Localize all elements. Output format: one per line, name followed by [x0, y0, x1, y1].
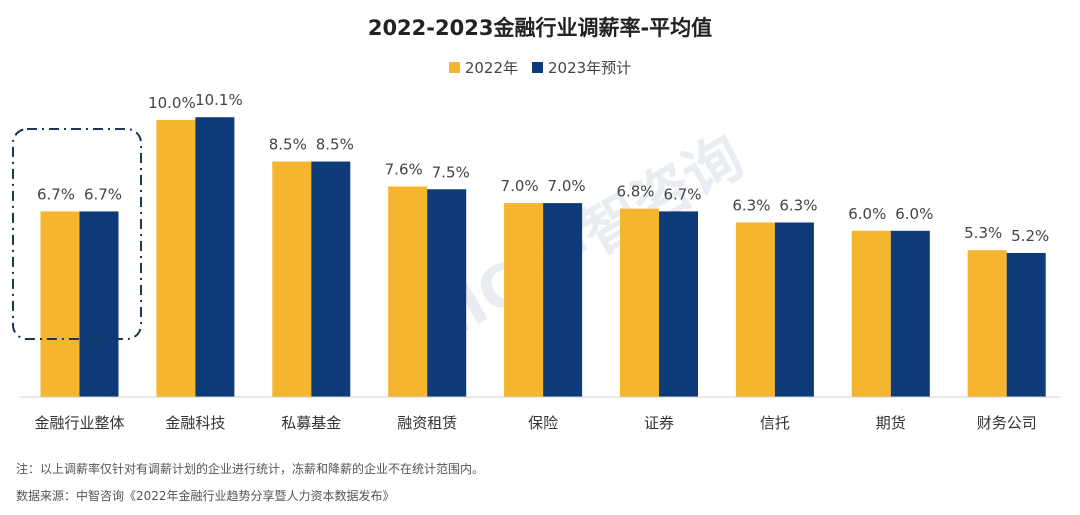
bar-2022 — [967, 250, 1007, 397]
footnote: 注：以上调薪率仅针对有调薪计划的企业进行统计，冻薪和降薪的企业不在统计范围内。 — [16, 462, 485, 476]
bar-2022 — [735, 222, 775, 397]
x-tick-label: 私募基金 — [281, 414, 341, 432]
bar-2023 — [79, 211, 119, 397]
bar-2022 — [156, 120, 196, 397]
legend-label: 2022年 — [464, 59, 518, 77]
bar-2023 — [427, 189, 467, 397]
data-label: 5.2% — [1011, 227, 1049, 245]
data-label: 7.5% — [432, 163, 470, 181]
bar-2023 — [774, 222, 814, 397]
x-tick-label: 信托 — [760, 414, 790, 432]
legend-swatch — [448, 62, 460, 73]
x-tick-label: 期货 — [876, 414, 906, 432]
bar-2023 — [311, 161, 351, 397]
x-tick-label: 证券 — [644, 414, 674, 432]
legend-swatch — [532, 62, 543, 73]
x-tick-label: 财务公司 — [977, 414, 1037, 432]
bar-2022 — [851, 230, 891, 397]
data-label: 8.5% — [269, 136, 307, 154]
data-label: 7.0% — [548, 177, 586, 195]
data-label: 10.1% — [195, 91, 243, 109]
data-label: 7.6% — [385, 160, 423, 178]
data-label: 7.0% — [501, 177, 539, 195]
legend: 2022年 2023年预计 — [0, 57, 1080, 78]
legend-item-2023: 2023年预计 — [532, 57, 631, 78]
highlight-box — [12, 128, 142, 340]
data-label: 6.7% — [84, 185, 122, 203]
x-tick-label: 保险 — [528, 414, 558, 432]
data-label: 6.3% — [732, 196, 770, 214]
bar-2023 — [1006, 252, 1046, 397]
data-label: 6.3% — [779, 196, 817, 214]
bar-2022 — [504, 203, 544, 397]
data-label: 6.7% — [37, 185, 75, 203]
x-tick-label: 金融行业整体 — [34, 414, 124, 432]
bar-2023 — [195, 117, 235, 397]
x-tick-label: 金融科技 — [165, 414, 225, 432]
legend-label: 2023年预计 — [548, 59, 632, 77]
source-note: 数据来源：中智咨询《2022年金融行业趋势分享暨人力资本数据发布》 — [16, 489, 395, 503]
data-label: 6.0% — [848, 205, 886, 223]
data-label: 6.8% — [616, 183, 654, 201]
bar-2023 — [659, 211, 698, 397]
bar-2022 — [388, 186, 428, 397]
data-label: 6.7% — [663, 185, 701, 203]
x-tick-label: 融资租赁 — [397, 414, 457, 432]
data-label: 8.5% — [316, 136, 354, 154]
bar-2022 — [620, 208, 659, 397]
chart-title: 2022-2023金融行业调薪率-平均值 — [367, 16, 713, 40]
data-label: 5.3% — [964, 224, 1002, 242]
bar-2022 — [40, 211, 80, 397]
data-label: 10.0% — [148, 94, 196, 112]
legend-item-2022: 2022年 — [448, 57, 518, 78]
data-label: 6.0% — [895, 205, 933, 223]
bar-2023 — [890, 230, 930, 397]
bar-2022 — [272, 161, 312, 397]
bar-2023 — [543, 203, 583, 397]
